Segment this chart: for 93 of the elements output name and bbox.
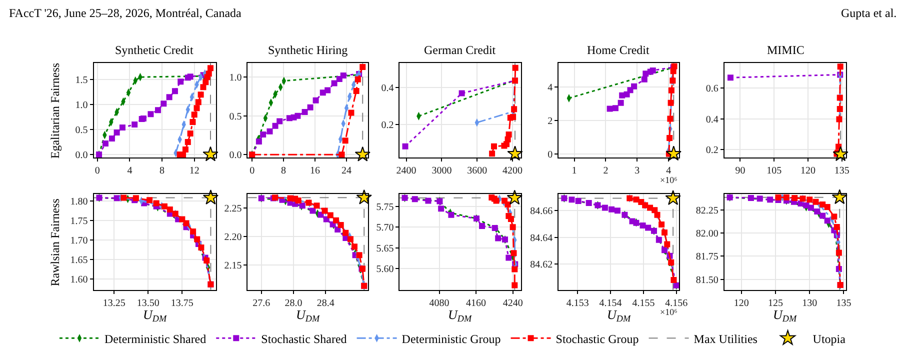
y-tick-label: 2.15 bbox=[224, 260, 242, 272]
y-tick-label: 1.75 bbox=[70, 216, 88, 227]
x-tick-label: 8 bbox=[281, 166, 286, 177]
x-tick-label: 4.155 bbox=[632, 298, 655, 309]
y-tick-label: 1.0 bbox=[75, 100, 88, 112]
x-axis-title: U$_{DM}$ bbox=[296, 307, 320, 324]
legend-label: Deterministic Group bbox=[402, 332, 501, 346]
x-tick-label: 125 bbox=[768, 298, 784, 309]
y-tick-label: 1.0 bbox=[229, 72, 242, 84]
y-tick-label: 84.64 bbox=[530, 232, 553, 244]
x-axis-title: U$_{DM}$ bbox=[773, 307, 797, 324]
x-tick-label: 24 bbox=[341, 166, 352, 177]
y-tick-label: 82.25 bbox=[696, 205, 718, 216]
x-tick-label: 2 bbox=[603, 166, 608, 177]
x-tick-label: 4080 bbox=[429, 298, 450, 309]
y-tick-label: 0.4 bbox=[706, 114, 718, 126]
y-tick-label: 0.2 bbox=[381, 120, 394, 131]
y-tick-label: 84.66 bbox=[530, 206, 553, 217]
x-tick-label: 4.156 bbox=[665, 298, 688, 309]
x-tick-label: 0 bbox=[94, 166, 100, 177]
x-tick-label: 105 bbox=[766, 166, 782, 177]
x-tick-label: 28.0 bbox=[284, 298, 302, 309]
x-tick-label: 13.75 bbox=[170, 298, 194, 309]
x-tick-label: 90 bbox=[735, 166, 746, 177]
y-tick-label: 2 bbox=[548, 116, 553, 127]
y-tick-label: 0.5 bbox=[229, 111, 242, 122]
x-tick-label: 135 bbox=[836, 298, 852, 309]
y-tick-label: 81.75 bbox=[696, 252, 718, 263]
text: FAccT '26, June 25–28, 2026, Montréal, Canada bbox=[9, 6, 242, 20]
text: ×10⁶ bbox=[660, 307, 678, 317]
y-tick-label: 5.65 bbox=[376, 243, 394, 254]
legend-label: Deterministic Shared bbox=[104, 332, 206, 346]
chart-title: German Credit bbox=[424, 43, 496, 57]
legend-label: Stochastic Group bbox=[556, 332, 639, 346]
y-tick-label: 0.0 bbox=[229, 150, 242, 162]
y-tick-label: 1.60 bbox=[70, 274, 88, 286]
y-tick-label: 1.5 bbox=[75, 75, 88, 86]
y-tick-label: 5.75 bbox=[376, 202, 394, 214]
x-tick-label: 4240 bbox=[502, 298, 523, 309]
x-tick-label: 1 bbox=[572, 166, 577, 177]
x-tick-label: 3000 bbox=[432, 166, 452, 177]
y-tick-label: 4 bbox=[548, 82, 553, 94]
x-tick-label: 4200 bbox=[502, 166, 523, 177]
text: ×10⁶ bbox=[660, 175, 678, 185]
y-tick-label: 0.6 bbox=[706, 83, 718, 94]
x-axis-title: U$_{DM}$ bbox=[607, 307, 631, 324]
y-tick-label: 0.5 bbox=[75, 125, 88, 136]
y-tick-label: 84.62 bbox=[530, 260, 553, 271]
chart-title: Synthetic Credit bbox=[115, 43, 194, 57]
text: Gupta et al. bbox=[841, 6, 897, 20]
y-tick-label: 81.50 bbox=[696, 274, 718, 286]
x-tick-label: 3600 bbox=[467, 166, 488, 177]
x-tick-label: 0 bbox=[250, 166, 255, 177]
x-tick-label: 12 bbox=[189, 166, 200, 177]
y-tick-label: 0.0 bbox=[75, 150, 88, 162]
x-axis-title: U$_{DM}$ bbox=[448, 307, 472, 324]
x-tick-label: 13.50 bbox=[136, 298, 160, 309]
y-axis-title: Rawlsian Fairness bbox=[48, 198, 62, 286]
x-tick-label: 13.25 bbox=[102, 298, 126, 309]
legend-label: Utopia bbox=[812, 332, 846, 346]
y-tick-label: 0 bbox=[548, 149, 553, 160]
x-tick-label: 4.153 bbox=[566, 298, 589, 309]
chart-title: MIMIC bbox=[767, 43, 804, 57]
x-tick-label: 135 bbox=[834, 166, 850, 177]
y-tick-label: 0.2 bbox=[706, 145, 718, 156]
y-tick-label: 1.65 bbox=[70, 255, 88, 266]
y-tick-label: 2.25 bbox=[224, 203, 242, 214]
x-tick-label: 120 bbox=[800, 166, 816, 177]
y-tick-label: 1.80 bbox=[70, 196, 88, 208]
x-tick-label: 3 bbox=[634, 166, 640, 177]
y-tick-label: 82.00 bbox=[696, 228, 718, 240]
chart-title: Home Credit bbox=[587, 43, 650, 57]
y-tick-label: 0.4 bbox=[381, 83, 394, 94]
x-tick-label: 130 bbox=[802, 298, 818, 309]
y-tick-label: 1.70 bbox=[70, 236, 88, 247]
x-tick-label: 16 bbox=[310, 166, 320, 177]
x-tick-label: 4160 bbox=[466, 298, 486, 309]
x-tick-label: 4 bbox=[666, 166, 672, 177]
x-tick-label: 2400 bbox=[396, 166, 416, 177]
x-tick-label: 4 bbox=[127, 166, 132, 177]
y-tick-label: 2.20 bbox=[224, 232, 242, 243]
x-tick-label: 28.4 bbox=[316, 298, 334, 309]
x-tick-label: 27.6 bbox=[252, 298, 270, 309]
y-axis-title: Egalitarian Fairness bbox=[48, 62, 62, 159]
x-tick-label: 8 bbox=[160, 166, 165, 177]
chart-title: Synthetic Hiring bbox=[268, 43, 348, 57]
y-tick-label: 5.60 bbox=[376, 264, 394, 275]
x-tick-label: 4.154 bbox=[599, 298, 622, 309]
y-tick-label: 5.70 bbox=[376, 222, 394, 234]
x-tick-label: 120 bbox=[734, 298, 749, 309]
legend-label: Max Utilities bbox=[694, 332, 758, 346]
x-axis-title: U$_{DM}$ bbox=[143, 307, 167, 324]
legend-label: Stochastic Shared bbox=[261, 332, 347, 346]
